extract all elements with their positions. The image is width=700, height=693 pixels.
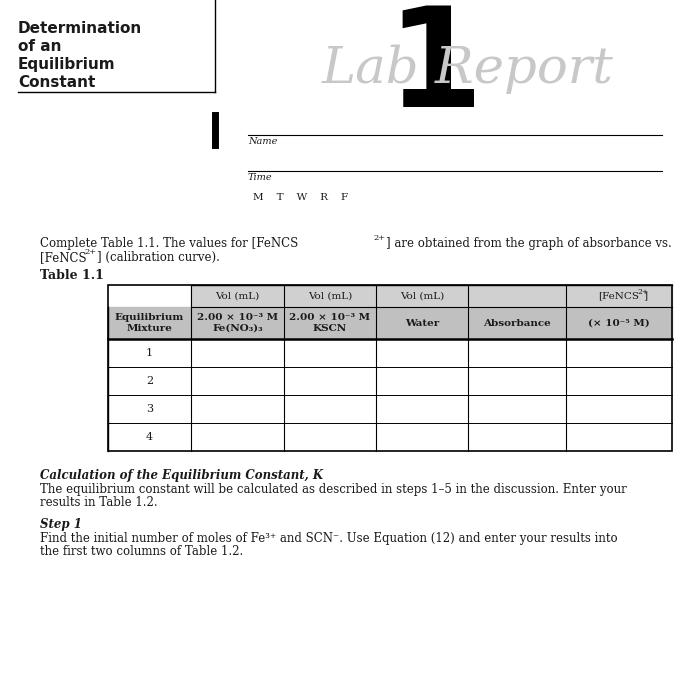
Text: Absorbance: Absorbance: [483, 319, 551, 328]
Text: ]: ]: [643, 292, 647, 301]
Bar: [108, 307, 672, 339]
Text: Water: Water: [405, 319, 439, 328]
Text: Calculation of the Equilibrium Constant, K: Calculation of the Equilibrium Constant,…: [40, 469, 323, 482]
Text: 2+: 2+: [373, 234, 385, 242]
Text: the first two columns of Table 1.2.: the first two columns of Table 1.2.: [40, 545, 244, 558]
Text: Lab Report: Lab Report: [322, 45, 614, 94]
Text: ] are obtained from the graph of absorbance vs.: ] are obtained from the graph of absorba…: [386, 237, 672, 250]
Text: Constant: Constant: [18, 75, 95, 90]
Text: The equilibrium constant will be calculated as described in steps 1–5 in the dis: The equilibrium constant will be calcula…: [40, 483, 626, 496]
Bar: [191, 285, 672, 307]
Text: Vol (mL): Vol (mL): [400, 292, 444, 301]
Text: 2.00 × 10⁻³ M
Fe(NO₃)₃: 2.00 × 10⁻³ M Fe(NO₃)₃: [197, 313, 278, 333]
Text: 1: 1: [386, 1, 483, 136]
Text: M    T    W    R    F: M T W R F: [253, 193, 348, 202]
Text: Vol (mL): Vol (mL): [308, 292, 352, 301]
Text: Find the initial number of moles of Fe³⁺ and SCN⁻. Use Equation (12) and enter y: Find the initial number of moles of Fe³⁺…: [40, 532, 617, 545]
Text: 1: 1: [146, 348, 153, 358]
Text: Time: Time: [248, 173, 272, 182]
Bar: [108, 339, 672, 451]
Text: [FeNCS: [FeNCS: [40, 251, 87, 264]
Text: Step 1: Step 1: [40, 518, 82, 531]
Text: 2+: 2+: [637, 288, 648, 296]
Text: Complete Table 1.1. The values for [FeNCS: Complete Table 1.1. The values for [FeNC…: [40, 237, 298, 250]
Text: 3: 3: [146, 404, 153, 414]
Text: ] (calibration curve).: ] (calibration curve).: [97, 251, 220, 264]
Text: Vol (mL): Vol (mL): [216, 292, 260, 301]
Text: results in Table 1.2.: results in Table 1.2.: [40, 496, 158, 509]
Text: 2.00 × 10⁻³ M
KSCN: 2.00 × 10⁻³ M KSCN: [289, 313, 370, 333]
Text: (× 10⁻⁵ M): (× 10⁻⁵ M): [588, 319, 650, 328]
Text: of an: of an: [18, 39, 62, 54]
Bar: [108, 285, 672, 451]
Text: Equilibrium
Mixture: Equilibrium Mixture: [115, 313, 184, 333]
Text: [FeNCS: [FeNCS: [598, 292, 640, 301]
Text: Equilibrium: Equilibrium: [18, 57, 116, 72]
Text: 2: 2: [146, 376, 153, 386]
Text: 4: 4: [146, 432, 153, 442]
Text: Name: Name: [248, 137, 277, 146]
Text: Determination: Determination: [18, 21, 142, 36]
Text: 2+: 2+: [84, 248, 96, 256]
Text: Table 1.1: Table 1.1: [40, 269, 104, 282]
